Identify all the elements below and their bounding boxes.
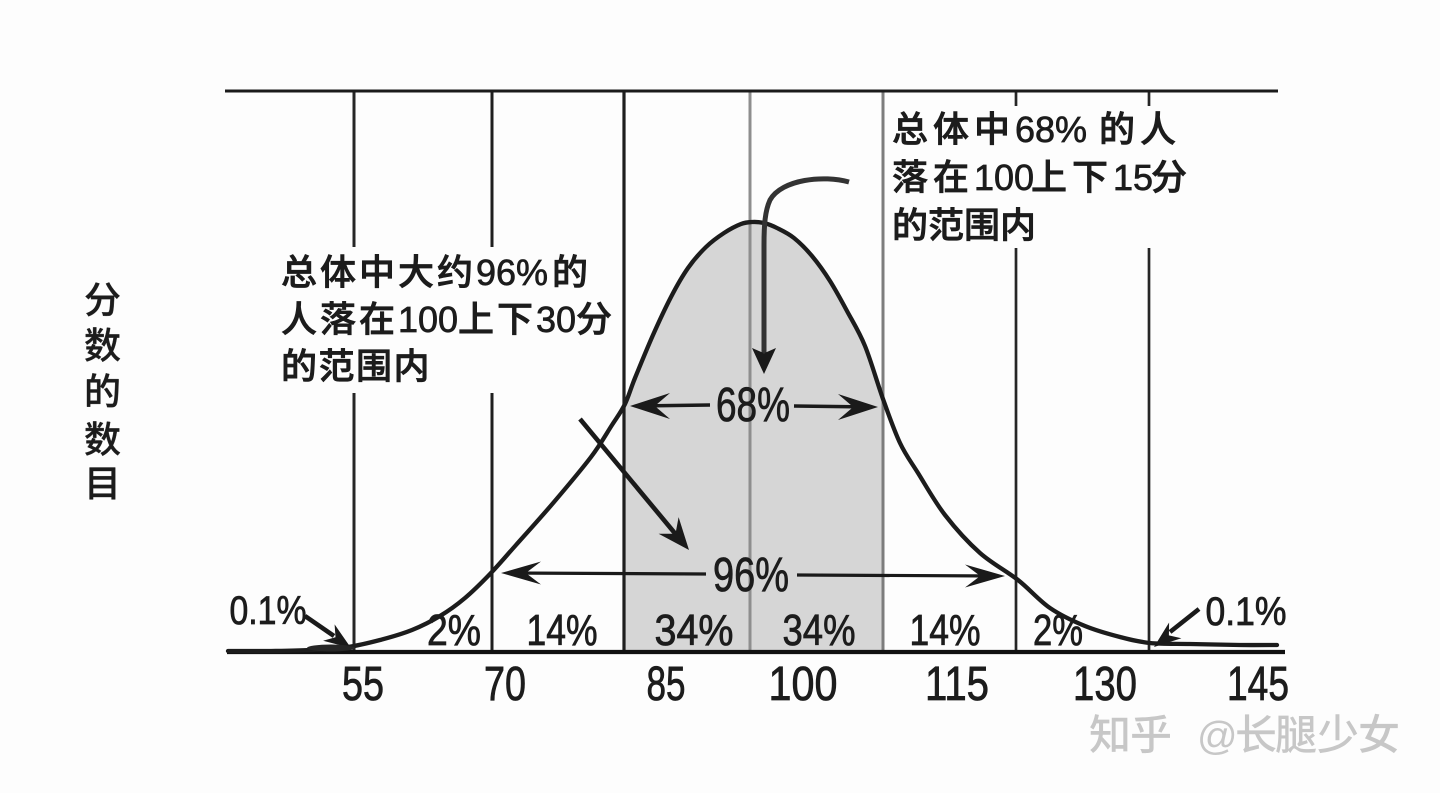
svg-text:100: 100 (974, 157, 1034, 198)
svg-text:100: 100 (769, 658, 838, 711)
svg-text:68%: 68% (716, 379, 790, 432)
svg-text:@: @ (1197, 715, 1238, 759)
svg-text:100: 100 (398, 299, 458, 340)
svg-text:130: 130 (1073, 658, 1137, 711)
svg-text:85: 85 (647, 658, 686, 711)
svg-text:115: 115 (925, 658, 989, 711)
svg-text:30: 30 (536, 299, 576, 340)
svg-text:145: 145 (1227, 658, 1289, 711)
svg-text:2%: 2% (1033, 606, 1083, 655)
svg-text:15: 15 (1113, 157, 1153, 198)
svg-text:96%: 96% (476, 252, 548, 293)
svg-text:2%: 2% (427, 606, 481, 655)
svg-text:14%: 14% (910, 606, 981, 655)
svg-text:0.1%: 0.1% (230, 589, 307, 633)
svg-text:96%: 96% (713, 549, 789, 602)
svg-text:34%: 34% (655, 606, 734, 655)
svg-text:70: 70 (484, 658, 526, 711)
svg-text:14%: 14% (527, 606, 598, 655)
svg-text:55: 55 (342, 658, 384, 711)
svg-text:0.1%: 0.1% (1206, 590, 1287, 634)
svg-text:34%: 34% (783, 606, 856, 655)
svg-text:68%: 68% (1015, 109, 1087, 150)
